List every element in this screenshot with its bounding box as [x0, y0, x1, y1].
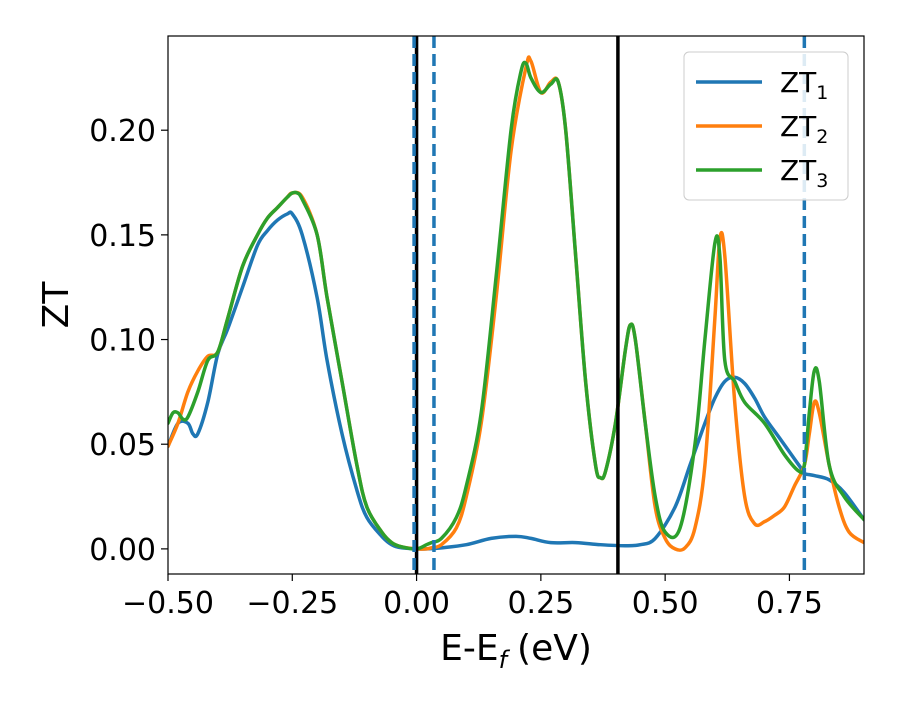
y-tick-label: 0.00 — [89, 533, 156, 568]
y-tick-label: 0.15 — [89, 219, 156, 254]
y-axis-label: ZT — [36, 281, 77, 329]
legend-label: ZT3 — [780, 154, 828, 192]
x-tick-label: −0.50 — [122, 586, 214, 621]
x-tick-label: 0.50 — [632, 586, 699, 621]
legend-box — [683, 51, 849, 201]
x-tick-label: 0.25 — [507, 586, 574, 621]
series-layer — [168, 55, 864, 552]
series-line-zt3 — [168, 60, 864, 551]
legend-label: ZT1 — [780, 66, 828, 104]
legend: ZT1 ZT2 ZT3 — [683, 51, 849, 201]
y-axis-ticks: 0.00 0.05 0.10 0.15 0.20 — [89, 114, 168, 568]
y-tick-label: 0.10 — [89, 324, 156, 359]
x-tick-label: −0.25 — [246, 586, 338, 621]
vline-layer — [412, 36, 807, 574]
legend-label: ZT2 — [780, 110, 828, 148]
x-tick-label: 0.75 — [756, 586, 823, 621]
y-tick-label: 0.20 — [89, 114, 156, 149]
x-axis-label: E-Ef (eV) — [440, 628, 592, 674]
x-tick-label: 0.00 — [383, 586, 450, 621]
x-axis-ticks: −0.50 −0.25 0.00 0.25 0.50 0.75 — [122, 574, 823, 621]
y-tick-label: 0.05 — [89, 428, 156, 463]
series-line-zt1 — [168, 210, 864, 551]
plot-frame — [167, 35, 865, 575]
